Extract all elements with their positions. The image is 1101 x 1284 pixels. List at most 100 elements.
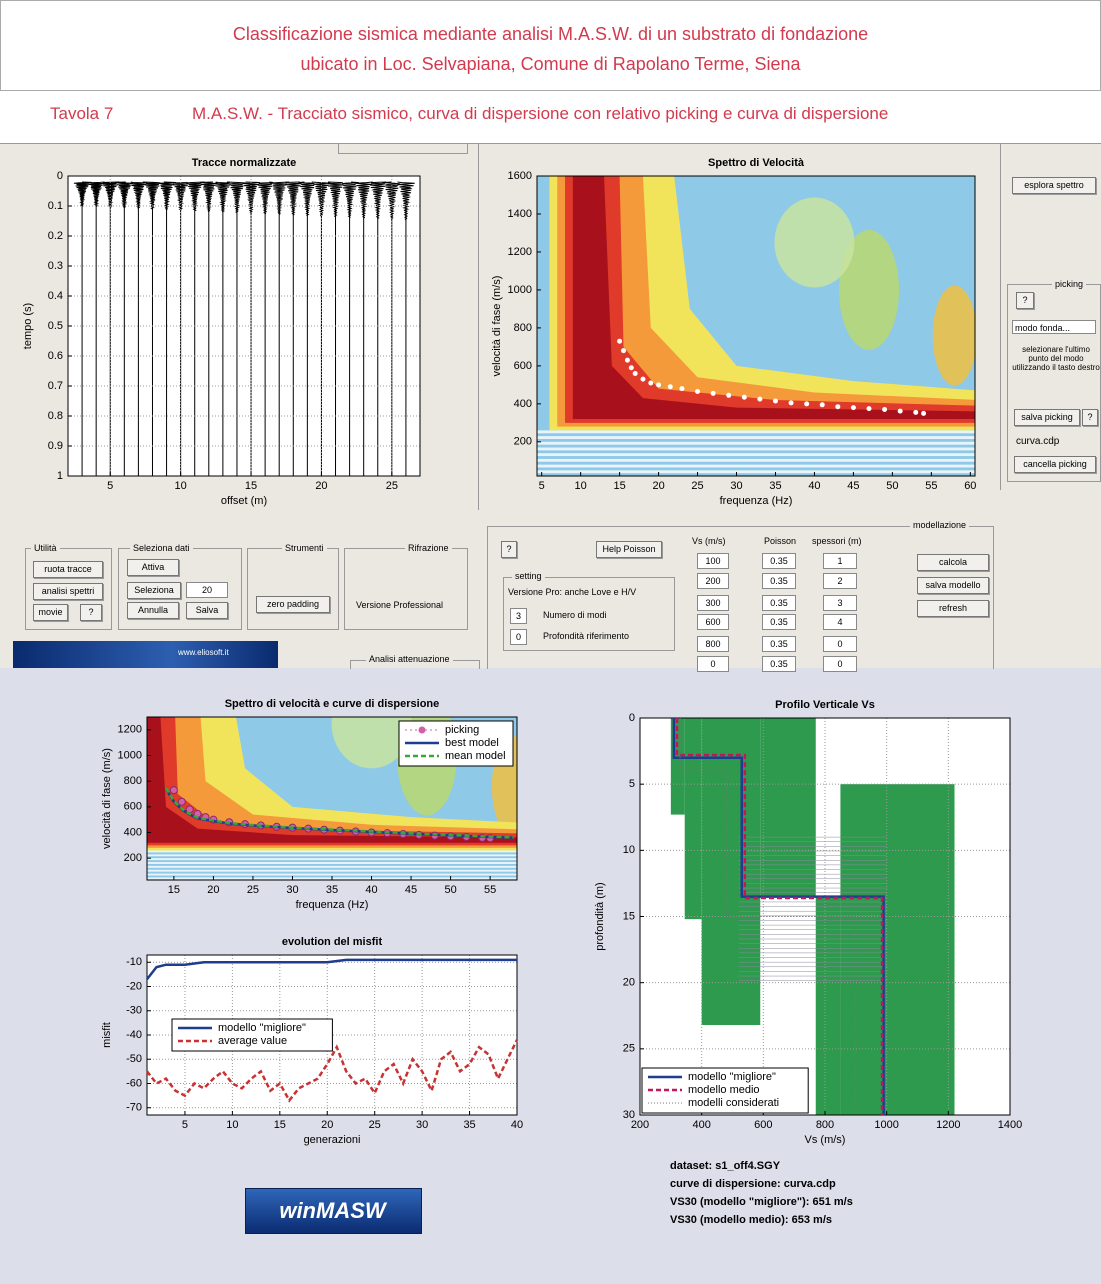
data-point: [710, 390, 716, 396]
data-line: [672, 718, 885, 1115]
trace-wiggle: [311, 181, 331, 217]
plot-frame: [536, 175, 976, 477]
x-axis-label: frequenza (Hz): [296, 899, 369, 911]
legend-label: best model: [445, 737, 499, 749]
y-tick-label: 0: [629, 712, 635, 724]
button[interactable]: Salva: [186, 602, 228, 619]
legend-box: [641, 1067, 809, 1114]
x-tick-label: 50: [886, 480, 898, 492]
button[interactable]: Attiva: [127, 559, 179, 576]
table-cell[interactable]: 300: [697, 595, 729, 611]
x-axis-label: offset (m): [221, 495, 267, 507]
button[interactable]: movie: [33, 604, 68, 621]
table-cell[interactable]: 3: [823, 595, 857, 611]
y-axis-label: misfit: [101, 1022, 113, 1048]
table-cell[interactable]: 0.35: [762, 573, 796, 589]
input-label: Numero di modi: [543, 610, 607, 620]
table-cell[interactable]: 0.35: [762, 656, 796, 672]
x-tick-label: 15: [613, 480, 625, 492]
table-cell[interactable]: 200: [697, 573, 729, 589]
trace-wiggle: [73, 181, 92, 207]
x-tick-label: 20: [652, 480, 664, 492]
table-cell[interactable]: 0.35: [762, 636, 796, 652]
table-cell[interactable]: 800: [697, 636, 729, 652]
table-cell[interactable]: 1: [823, 553, 857, 569]
trace-wiggle: [130, 181, 147, 209]
y-tick-label: 0.3: [48, 260, 63, 272]
button[interactable]: ?: [501, 541, 517, 558]
y-tick-label: -20: [126, 980, 142, 992]
x-tick-label: 35: [326, 884, 338, 896]
chart-title: Tracce normalizzate: [192, 157, 297, 169]
y-tick-label: 800: [124, 775, 142, 787]
button[interactable]: ?: [1016, 292, 1034, 309]
table-cell[interactable]: 100: [697, 553, 729, 569]
group-box: [487, 526, 994, 669]
data-point: [804, 401, 810, 407]
button[interactable]: ?: [1082, 409, 1098, 426]
x-tick-label: 20: [321, 1119, 333, 1131]
input[interactable]: 3: [510, 608, 527, 624]
info-line: curve di dispersione: curva.cdp: [670, 1178, 836, 1190]
x-tick-label: 1400: [998, 1119, 1022, 1131]
data-point: [177, 797, 186, 806]
x-axis-label: frequenza (Hz): [720, 495, 793, 507]
table-cell[interactable]: 0: [697, 656, 729, 672]
button[interactable]: salva modello: [917, 577, 989, 594]
version-label: Versione Professional: [356, 600, 444, 610]
button[interactable]: esplora spettro: [1012, 177, 1096, 194]
group-label: Analisi attenuazione: [366, 654, 453, 664]
trace-wiggle: [186, 181, 205, 212]
button[interactable]: cancella picking: [1014, 456, 1096, 473]
table-cell[interactable]: 0.35: [762, 595, 796, 611]
button[interactable]: calcola: [917, 554, 989, 571]
x-tick-label: 25: [247, 884, 259, 896]
x-tick-label: 15: [245, 480, 257, 492]
table-cell[interactable]: 0: [823, 636, 857, 652]
input[interactable]: 20: [186, 582, 228, 598]
heatmap-stripe: [537, 464, 975, 468]
table-cell[interactable]: 600: [697, 614, 729, 630]
button[interactable]: Seleziona: [127, 582, 181, 599]
x-tick-label: 5: [107, 480, 113, 492]
group-box: [503, 577, 675, 651]
y-tick-label: 0.2: [48, 230, 63, 242]
group-label: Seleziona dati: [130, 543, 193, 553]
button[interactable]: ruota tracce: [33, 561, 103, 578]
button[interactable]: salva picking: [1014, 409, 1080, 426]
data-point: [726, 392, 732, 398]
y-tick-label: 400: [124, 826, 142, 838]
info-line: VS30 (modello "migliore"): 651 m/s: [670, 1196, 853, 1208]
heatmap-blob: [839, 229, 900, 350]
x-tick-label: 20: [207, 884, 219, 896]
heatmap-stripe: [537, 436, 975, 439]
button[interactable]: Help Poisson: [596, 541, 662, 558]
dropdown[interactable]: modo fonda...: [1012, 320, 1096, 334]
group-box: [247, 548, 339, 630]
button[interactable]: Annulla: [127, 602, 179, 619]
data-point: [695, 389, 701, 395]
button[interactable]: ?: [80, 604, 102, 621]
y-tick-label: -10: [126, 956, 142, 968]
y-tick-label: 1400: [508, 208, 532, 220]
y-tick-label: -30: [126, 1005, 142, 1017]
table-cell[interactable]: 0.35: [762, 553, 796, 569]
table-cell[interactable]: 4: [823, 614, 857, 630]
button[interactable]: zero padding: [256, 596, 330, 613]
trace-wiggle: [285, 181, 302, 216]
table-cell[interactable]: 0.35: [762, 614, 796, 630]
input[interactable]: 0: [510, 629, 527, 645]
data-point: [921, 410, 927, 416]
data-point: [757, 396, 763, 402]
button[interactable]: refresh: [917, 600, 989, 617]
button[interactable]: analisi spettri: [33, 583, 103, 600]
y-tick-label: 5: [629, 778, 635, 790]
y-tick-label: 0.9: [48, 440, 63, 452]
x-tick-label: 40: [808, 480, 820, 492]
heatmap-blob: [932, 285, 975, 386]
table-cell[interactable]: 2: [823, 573, 857, 589]
heatmap-band: [147, 717, 517, 848]
x-tick-label: 45: [847, 480, 859, 492]
table-cell[interactable]: 0: [823, 656, 857, 672]
